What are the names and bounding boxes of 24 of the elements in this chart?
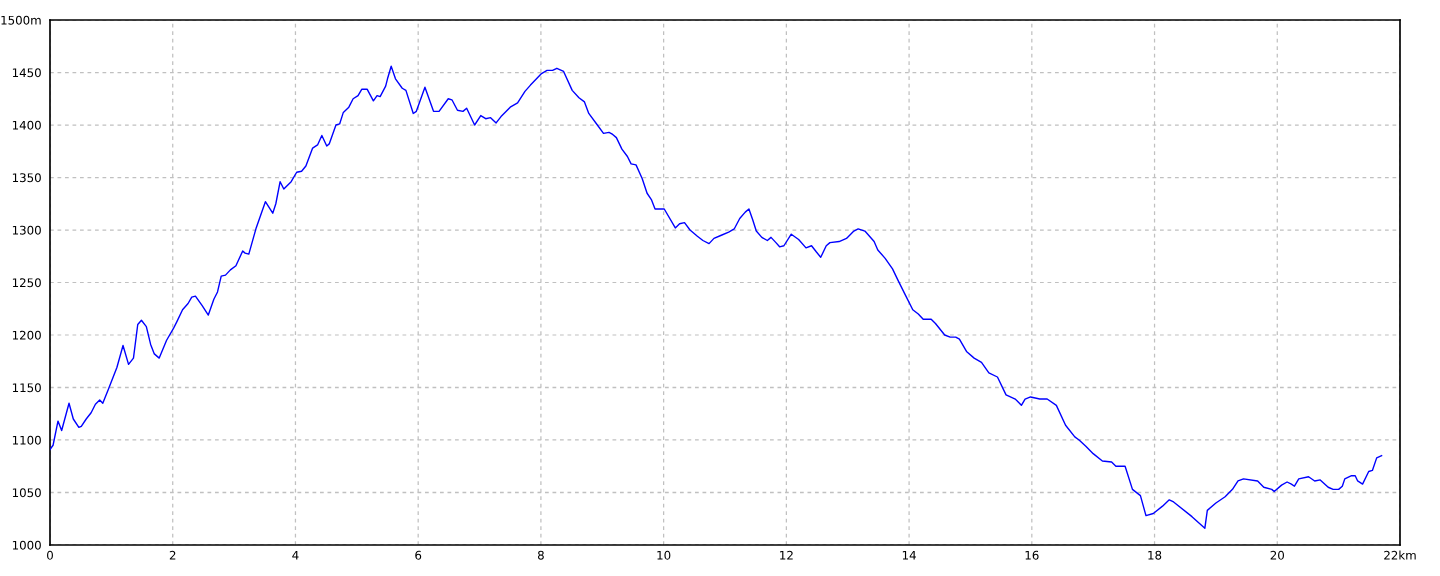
y-tick-label: 1250 [12, 278, 41, 288]
y-tick-label: 1200 [12, 330, 41, 340]
x-tick-label: 8 [537, 550, 544, 560]
x-tick-label: 18 [1148, 550, 1162, 560]
x-tick-label: 6 [415, 550, 422, 560]
y-tick-label: 1050 [12, 488, 41, 498]
x-tick-label: 16 [1025, 550, 1039, 560]
y-tick-label: 1500m [1, 15, 41, 25]
x-tick-label: 14 [902, 550, 916, 560]
x-tick-label: 0 [47, 550, 53, 560]
y-tick-label: 1150 [12, 383, 41, 393]
y-tick-label: 1300 [12, 225, 41, 235]
x-tick-label: 4 [292, 550, 299, 560]
x-tick-label: 22km [1384, 550, 1416, 560]
x-tick-label: 10 [657, 550, 671, 560]
line-series [50, 65, 1383, 529]
y-tick-label: 1000 [12, 540, 41, 550]
y-tick-label: 1450 [12, 68, 41, 78]
x-tick-label: 12 [780, 550, 793, 560]
y-tick-label: 1400 [12, 120, 41, 130]
x-tick-label: 20 [1270, 550, 1284, 560]
x-tick-label: 2 [169, 550, 176, 560]
y-tick-label: 1100 [12, 435, 41, 445]
y-tick-label: 1350 [12, 173, 41, 183]
